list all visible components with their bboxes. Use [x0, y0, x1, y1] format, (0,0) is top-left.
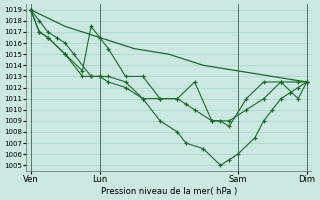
X-axis label: Pression niveau de la mer( hPa ): Pression niveau de la mer( hPa ) — [100, 187, 237, 196]
